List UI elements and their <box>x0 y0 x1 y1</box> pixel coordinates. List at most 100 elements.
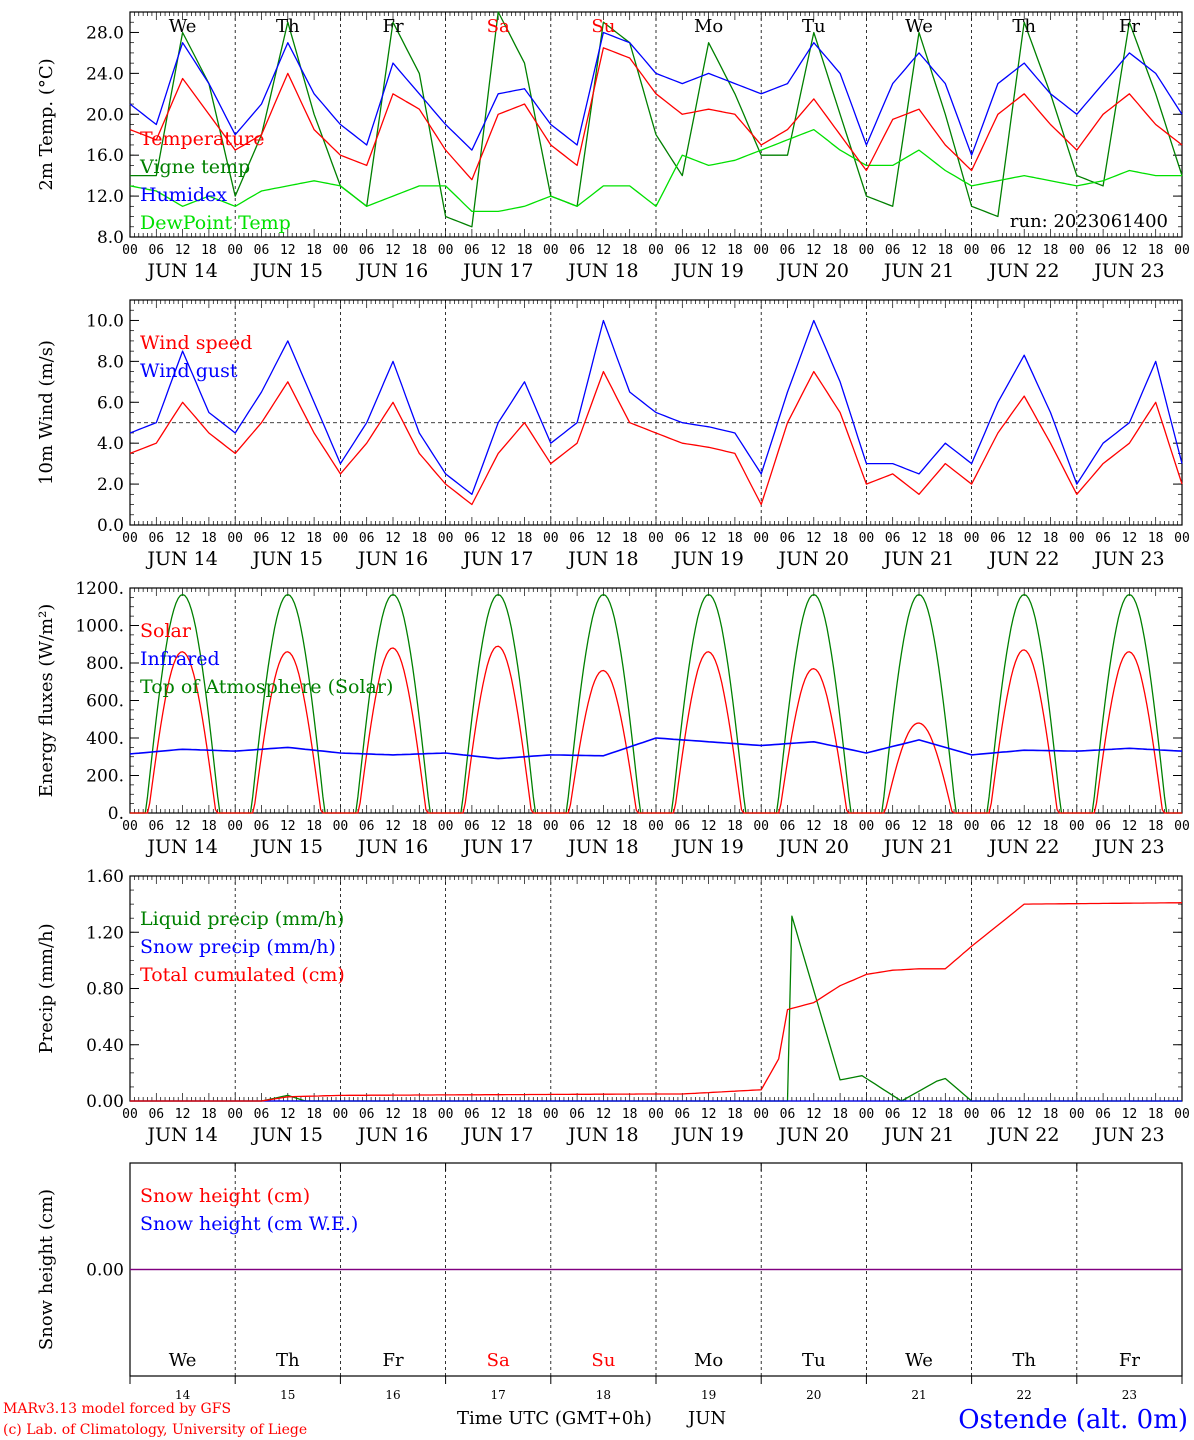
date-label: JUN 23 <box>1092 260 1164 282</box>
hour-tick-label: 12 <box>701 1107 717 1122</box>
date-label: JUN 19 <box>671 836 743 858</box>
date-label: JUN 14 <box>145 836 217 858</box>
y-tick-label: 4.0 <box>97 434 124 454</box>
hour-tick-label: 00 <box>964 819 980 834</box>
hour-tick-label: 18 <box>517 531 533 546</box>
date-label: JUN 21 <box>882 1124 954 1146</box>
hour-tick-label: 06 <box>674 243 690 258</box>
weekday-label: We <box>169 16 197 37</box>
y-tick-label: 6.0 <box>97 393 124 413</box>
plot-frame-temperature <box>129 11 1183 238</box>
weekday-label: We <box>905 16 933 37</box>
hour-tick-label: 00 <box>753 531 769 546</box>
hour-tick-label: 12 <box>596 819 612 834</box>
hour-tick-label: 00 <box>1069 531 1085 546</box>
hour-tick-label: 00 <box>543 531 559 546</box>
date-label: JUN 14 <box>145 1124 217 1146</box>
hour-tick-label: 12 <box>490 819 506 834</box>
series-line-wind-0 <box>129 370 1183 506</box>
hour-tick-label: 12 <box>1016 1107 1032 1122</box>
hour-tick-label: 18 <box>1148 1107 1164 1122</box>
hour-tick-label: 12 <box>1122 819 1138 834</box>
y-tick-label: 1000. <box>75 617 124 637</box>
y-tick-label: 24.0 <box>86 64 124 84</box>
hour-tick-label: 00 <box>1069 1107 1085 1122</box>
hour-tick-label: 12 <box>385 243 401 258</box>
date-label: JUN 15 <box>251 548 323 570</box>
hour-tick-label: 12 <box>175 243 191 258</box>
date-label: JUN 21 <box>882 836 954 858</box>
date-label: JUN 18 <box>566 836 638 858</box>
hour-tick-label: 12 <box>1016 819 1032 834</box>
hour-tick-label: 12 <box>1122 243 1138 258</box>
legend-entry: Top of Atmosphere (Solar) <box>140 676 393 698</box>
panel-snow: 0.00 Snow height (cm) Snow height (cm) Snow… <box>36 1162 1183 1402</box>
hour-tick-label: 18 <box>727 531 743 546</box>
hour-tick-label: 00 <box>1174 819 1190 834</box>
hour-tick-label: 12 <box>596 1107 612 1122</box>
day-number-label: 19 <box>701 1388 716 1402</box>
legend-entry: Vigne temp <box>139 156 250 178</box>
hour-tick-label: 18 <box>1043 531 1059 546</box>
meteogram-panels: 8.0 12.0 16.0 20.0 24.0 28.0 2m Temp. (°C) Temp… <box>36 11 1190 1402</box>
weekday-label: Th <box>276 16 300 37</box>
hour-tick-label: 18 <box>201 531 217 546</box>
day-number-label: 14 <box>175 1388 191 1402</box>
hour-tick-label: 00 <box>859 819 875 834</box>
weekday-label-bottom: Fr <box>382 1350 403 1371</box>
day-number-label: 18 <box>596 1388 611 1402</box>
hour-tick-label: 00 <box>122 243 138 258</box>
y-tick-label: 0.0 <box>97 516 124 536</box>
hour-tick-label: 12 <box>280 531 296 546</box>
hour-tick-label: 06 <box>780 819 796 834</box>
hour-tick-label: 06 <box>1095 531 1111 546</box>
hour-tick-label: 18 <box>1043 819 1059 834</box>
panel-temperature: 8.0 12.0 16.0 20.0 24.0 28.0 2m Temp. (°C) Temp… <box>36 11 1190 282</box>
hour-tick-label: 12 <box>911 819 927 834</box>
hour-tick-label: 18 <box>937 531 953 546</box>
hour-tick-label: 18 <box>622 531 638 546</box>
series-line-temperature-0 <box>129 47 1183 181</box>
hour-tick-label: 12 <box>385 531 401 546</box>
hour-tick-label: 12 <box>175 819 191 834</box>
hour-tick-label: 12 <box>911 531 927 546</box>
hour-tick-label: 00 <box>1069 819 1085 834</box>
date-label: JUN 16 <box>356 836 428 858</box>
hour-tick-label: 00 <box>333 1107 349 1122</box>
hour-tick-label: 12 <box>490 243 506 258</box>
hour-tick-label: 12 <box>701 819 717 834</box>
day-number-label: 15 <box>280 1388 295 1402</box>
hour-tick-label: 18 <box>201 819 217 834</box>
hour-tick-label: 06 <box>359 819 375 834</box>
date-label: JUN 18 <box>566 260 638 282</box>
date-label: JUN 23 <box>1092 836 1164 858</box>
y-tick-label: 12.0 <box>86 187 124 207</box>
date-label: JUN 20 <box>777 836 849 858</box>
y-tick-label: 1200. <box>75 579 124 599</box>
run-label: run: 2023061400 <box>1010 211 1168 232</box>
hour-tick-label: 00 <box>543 1107 559 1122</box>
panel-wind: 0.0 2.0 4.0 6.0 8.0 10.0 10m Wind (m/s) Wind sp… <box>36 299 1190 570</box>
y-tick-label: 0.00 <box>86 1261 124 1281</box>
hour-tick-label: 06 <box>885 819 901 834</box>
date-label: JUN 15 <box>251 260 323 282</box>
hour-tick-label: 06 <box>1095 243 1111 258</box>
hour-tick-label: 06 <box>885 1107 901 1122</box>
hour-tick-label: 00 <box>438 243 454 258</box>
hour-tick-label: 18 <box>727 1107 743 1122</box>
hour-tick-label: 18 <box>1148 243 1164 258</box>
hour-tick-label: 00 <box>227 819 243 834</box>
hour-tick-label: 12 <box>806 819 822 834</box>
date-label: JUN 22 <box>987 836 1059 858</box>
hour-tick-label: 00 <box>333 531 349 546</box>
panel-radiation: 0. 200. 400. 600. 800. 1000. 1200. Energy fluxe… <box>36 579 1190 858</box>
legend-entry: Total cumulated (cm) <box>140 964 345 986</box>
hour-tick-label: 06 <box>780 243 796 258</box>
hour-tick-label: 18 <box>201 243 217 258</box>
hour-tick-label: 00 <box>1174 531 1190 546</box>
hour-tick-label: 06 <box>569 531 585 546</box>
series-line-temperature-1 <box>130 11 1183 228</box>
hour-tick-label: 12 <box>596 531 612 546</box>
hour-tick-label: 18 <box>306 819 322 834</box>
legend-entry: Wind speed <box>140 332 252 354</box>
